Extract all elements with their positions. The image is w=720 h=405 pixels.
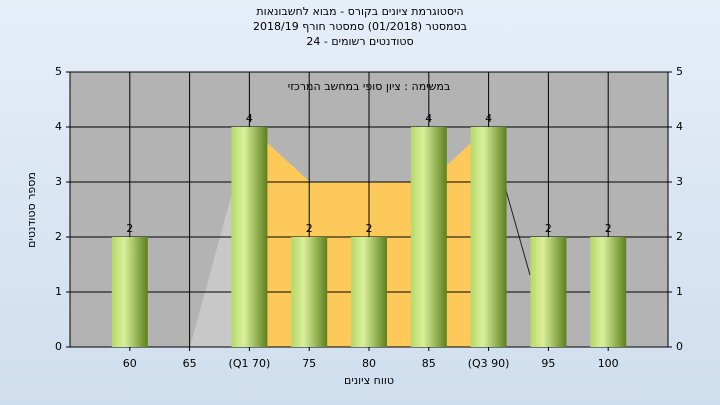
value-label: 2 xyxy=(366,222,373,235)
bar xyxy=(291,237,328,347)
x-tick-label: 100 xyxy=(598,357,619,370)
y-axis-label: מספר סטודנטים xyxy=(25,172,38,248)
y-tick-label: 4 xyxy=(55,120,62,133)
bar xyxy=(470,127,507,347)
y-tick-label: 1 xyxy=(55,285,62,298)
x-tick-label: 60 xyxy=(123,357,137,370)
bar xyxy=(231,127,268,347)
x-tick-label: 85 xyxy=(422,357,436,370)
x-tick-label: 65 xyxy=(183,357,197,370)
value-label: 4 xyxy=(485,112,492,125)
value-label: 2 xyxy=(306,222,313,235)
bar xyxy=(410,127,447,347)
y-tick-label: 3 xyxy=(55,175,62,188)
value-label: 4 xyxy=(425,112,432,125)
y-tick-label: 5 xyxy=(55,65,62,78)
y-tick-label: 0 xyxy=(55,340,62,353)
y2-tick-label: 0 xyxy=(676,340,683,353)
x-tick-label: (Q1 70) xyxy=(229,357,271,370)
bar xyxy=(111,237,148,347)
y2-tick-label: 3 xyxy=(676,175,683,188)
value-label: 2 xyxy=(545,222,552,235)
y2-tick-label: 2 xyxy=(676,230,683,243)
y-tick-label: 2 xyxy=(55,230,62,243)
y2-tick-label: 4 xyxy=(676,120,683,133)
title-line: בסמסטר (01/2018) סמסטר חורף 2018/19 xyxy=(253,20,467,33)
bar xyxy=(351,237,387,347)
title-line: סטודנטים רשומים - 24 xyxy=(306,35,413,48)
x-tick-label: 80 xyxy=(362,357,376,370)
title-line: היסטוגרמת ציונים בקורס - מבוא לחשבונאות xyxy=(256,5,463,18)
y2-tick-label: 5 xyxy=(676,65,683,78)
value-label: 2 xyxy=(126,222,133,235)
x-axis-label: טווח ציונים xyxy=(344,374,394,387)
x-tick-label: 75 xyxy=(302,357,316,370)
bar xyxy=(590,237,627,347)
value-label: 2 xyxy=(605,222,612,235)
x-tick-label: 95 xyxy=(541,357,555,370)
x-tick-label: (Q3 90) xyxy=(468,357,510,370)
y2-tick-label: 1 xyxy=(676,285,683,298)
bar xyxy=(530,237,567,347)
value-label: 4 xyxy=(246,112,253,125)
